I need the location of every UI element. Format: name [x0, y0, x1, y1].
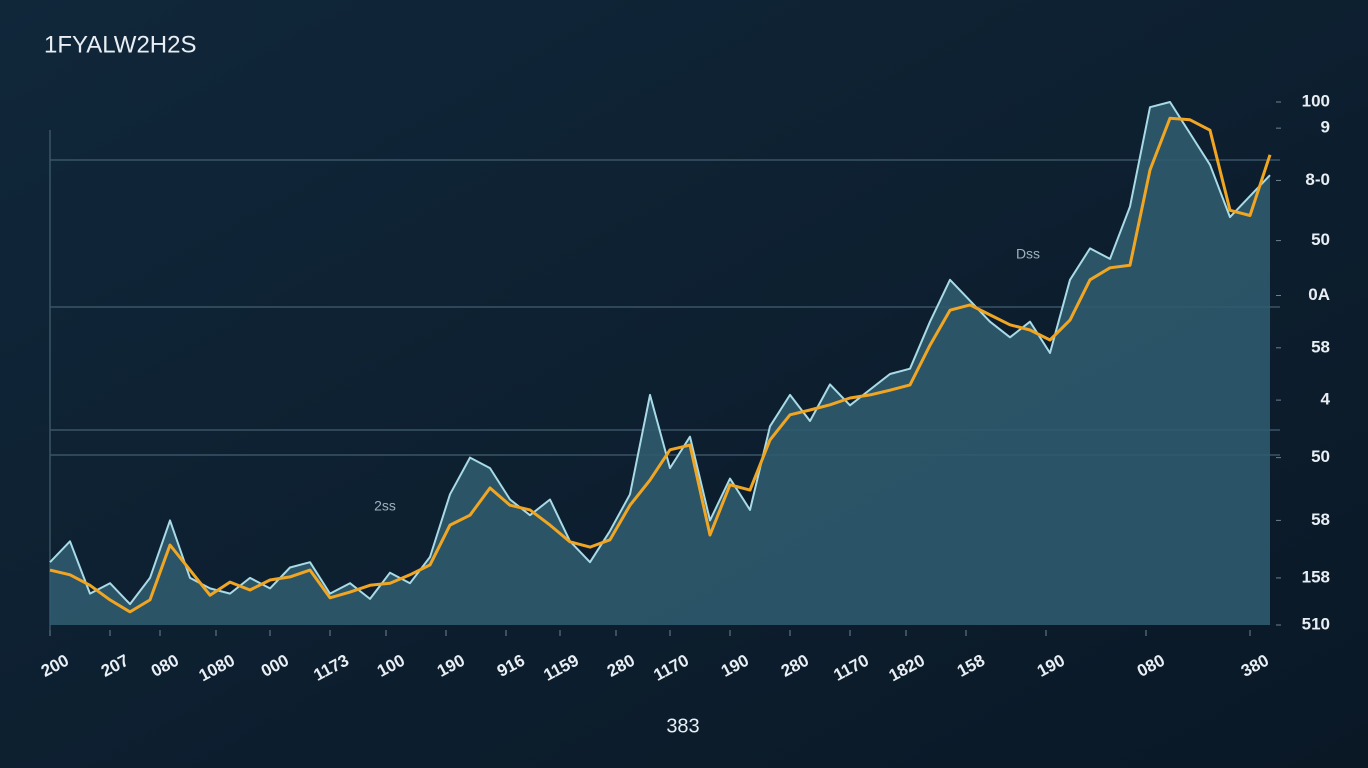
annotation: 2ss — [374, 498, 396, 514]
chart-title: 1FYALW2H2S — [44, 31, 197, 58]
area — [50, 102, 1270, 625]
y-tick-label: 50 — [1311, 230, 1330, 249]
y-tick-label: 58 — [1311, 510, 1330, 529]
y-tick-label: 9 — [1321, 118, 1330, 137]
line — [49, 116, 1272, 614]
line — [49, 101, 1271, 606]
y-tick-label: 58 — [1311, 337, 1330, 356]
y-tick-label: 50 — [1311, 447, 1330, 466]
y-tick-label: 8-0 — [1305, 170, 1330, 189]
annotation: Dss — [1016, 246, 1040, 262]
y-tick-label: 158 — [1302, 567, 1330, 586]
y-tick-label: 0A — [1308, 285, 1330, 304]
x-axis-label: 383 — [666, 715, 699, 737]
y-tick-label: 100 — [1302, 91, 1330, 110]
y-tick-label: 510 — [1302, 614, 1330, 633]
y-tick-label: 4 — [1321, 390, 1331, 409]
